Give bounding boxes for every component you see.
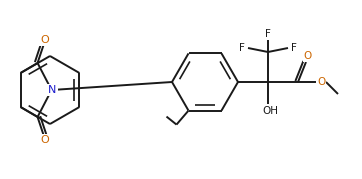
Text: F: F xyxy=(265,29,271,39)
Text: O: O xyxy=(40,35,49,45)
Text: F: F xyxy=(239,43,245,53)
Text: O: O xyxy=(317,77,325,87)
Text: F: F xyxy=(291,43,297,53)
Text: OH: OH xyxy=(262,106,278,116)
Text: O: O xyxy=(40,135,49,145)
Text: O: O xyxy=(304,51,312,61)
Text: N: N xyxy=(49,85,57,95)
